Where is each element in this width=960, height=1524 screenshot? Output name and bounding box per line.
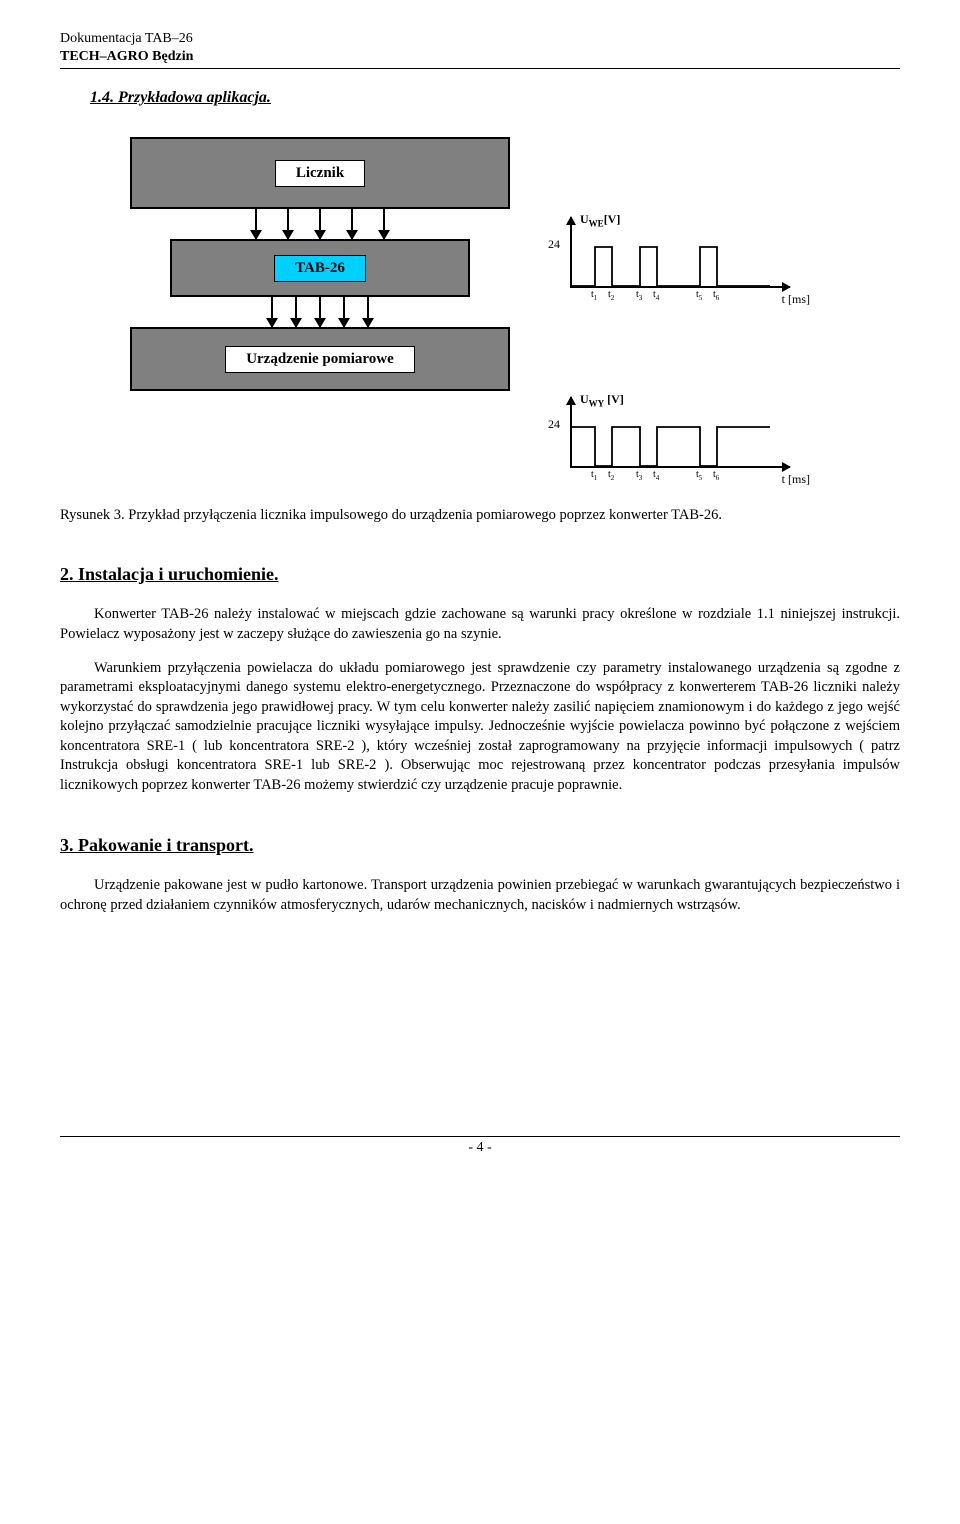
doc-header: Dokumentacja TAB–26 TECH–AGRO Będzin: [60, 30, 900, 66]
tick-label: t3: [636, 289, 642, 302]
arrow-down-icon: [343, 297, 345, 327]
header-rule: [60, 68, 900, 69]
tick-label: t6: [713, 469, 719, 482]
arrow-down-icon: [383, 209, 385, 239]
chart-uwe: UWE[V] 24 t [ms] t1t2t3t4t5t6: [540, 217, 800, 307]
page-number: - 4 -: [468, 1140, 491, 1155]
section-2-para-1: Konwerter TAB-26 należy instalować w mie…: [60, 605, 900, 644]
arrow-down-icon: [295, 297, 297, 327]
arrow-down-icon: [287, 209, 289, 239]
block-column: Licznik TAB-26 Urządzenie pomiarowe: [100, 137, 540, 391]
arrow-down-icon: [271, 297, 273, 327]
tick-label: t2: [608, 469, 614, 482]
block-device-label: Urządzenie pomiarowe: [225, 346, 415, 373]
tick-label: t4: [653, 469, 659, 482]
section-3-para-1: Urządzenie pakowane jest w pudło kartono…: [60, 876, 900, 915]
section-2-para-2: Warunkiem przyłączenia powielacza do ukł…: [60, 659, 900, 796]
figure-3-caption: Rysunek 3. Przykład przyłączenia licznik…: [60, 507, 900, 524]
tick-label: t1: [591, 469, 597, 482]
arrow-down-icon: [351, 209, 353, 239]
block-tab26: TAB-26: [170, 239, 470, 297]
block-licznik: Licznik: [130, 137, 510, 209]
chart-uwe-wave: [540, 217, 800, 307]
block-tab26-label: TAB-26: [274, 255, 366, 282]
chart-column: UWE[V] 24 t [ms] t1t2t3t4t5t6 UWY [V]: [540, 137, 840, 487]
arrow-down-icon: [319, 297, 321, 327]
arrows-top: [100, 209, 540, 239]
tick-label: t5: [696, 289, 702, 302]
doc-header-line2: TECH–AGRO Będzin: [60, 48, 900, 66]
tick-label: t2: [608, 289, 614, 302]
arrow-down-icon: [367, 297, 369, 327]
footer-rule: [60, 1136, 900, 1137]
section-1-4-title: 1.4. Przykładowa aplikacja.: [90, 89, 900, 107]
page-footer: - 4 -: [60, 1136, 900, 1156]
tick-label: t4: [653, 289, 659, 302]
section-3-heading: 3. Pakowanie i transport.: [60, 835, 900, 856]
arrow-down-icon: [255, 209, 257, 239]
tick-label: t5: [696, 469, 702, 482]
tick-label: t6: [713, 289, 719, 302]
tick-label: t3: [636, 469, 642, 482]
block-licznik-label: Licznik: [275, 160, 365, 187]
chart-uwy-wave: [540, 397, 800, 487]
application-diagram: Licznik TAB-26 Urządzenie pomiarowe UWE[…: [100, 137, 860, 487]
doc-header-line1: Dokumentacja TAB–26: [60, 30, 900, 48]
tick-label: t1: [591, 289, 597, 302]
block-device: Urządzenie pomiarowe: [130, 327, 510, 391]
section-2-heading: 2. Instalacja i uruchomienie.: [60, 564, 900, 585]
chart-uwy: UWY [V] 24 t [ms] t1t2t3t4t5t6: [540, 397, 800, 487]
arrow-down-icon: [319, 209, 321, 239]
arrows-bottom: [100, 297, 540, 327]
